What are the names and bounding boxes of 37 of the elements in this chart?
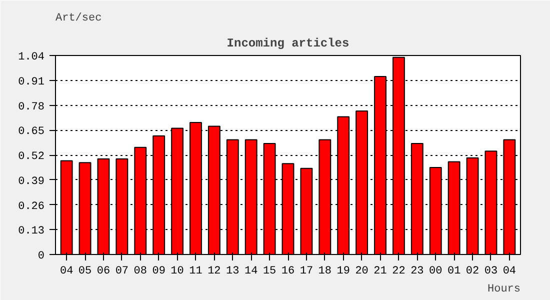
x-tick-label: 18 — [318, 266, 332, 278]
y-tick-label: 0.39 — [18, 176, 44, 188]
y-tick-label: 0.52 — [18, 151, 44, 163]
x-tick-label: 06 — [96, 266, 110, 278]
x-tick-label: 01 — [447, 266, 462, 278]
x-tick-label: 10 — [170, 266, 184, 278]
x-tick-label: 12 — [208, 266, 221, 278]
x-tick-label: 04 — [502, 266, 516, 278]
x-tick-label: 17 — [300, 266, 314, 278]
y-tick-label: 0.78 — [18, 101, 44, 114]
x-tick-label: 20 — [355, 266, 368, 278]
y-tick-label: 0.13 — [18, 226, 44, 238]
x-tick-label: 07 — [115, 266, 129, 278]
x-tick-label: 09 — [152, 266, 166, 278]
x-tick-label: 00 — [429, 266, 442, 278]
x-tick-label: 14 — [244, 266, 258, 278]
y-tick-label: 0 — [38, 250, 45, 262]
x-tick-label: 15 — [262, 266, 276, 278]
x-tick-label: 02 — [466, 266, 480, 278]
y-tick-label: 1.04 — [18, 52, 45, 64]
x-tick-label: 04 — [60, 266, 74, 278]
x-tick-label: 03 — [484, 266, 498, 278]
y-tick-label: 0.26 — [18, 200, 44, 213]
y-axis-title: Art/sec — [56, 12, 102, 24]
chart-title: Incoming articles — [226, 36, 350, 50]
y-tick-label: 0.91 — [18, 76, 45, 88]
x-tick-label: 19 — [336, 266, 350, 278]
x-tick-label: 13 — [226, 266, 240, 278]
x-tick-label: 21 — [374, 266, 388, 278]
x-axis-title: Hours — [487, 284, 521, 296]
x-tick-label: 05 — [78, 266, 92, 278]
x-tick-label: 16 — [281, 266, 295, 278]
x-tick-label: 08 — [134, 266, 147, 278]
x-tick-label: 23 — [410, 266, 424, 278]
y-tick-label: 0.65 — [18, 126, 44, 138]
x-tick-label: 11 — [189, 266, 203, 278]
x-tick-label: 22 — [392, 266, 406, 278]
